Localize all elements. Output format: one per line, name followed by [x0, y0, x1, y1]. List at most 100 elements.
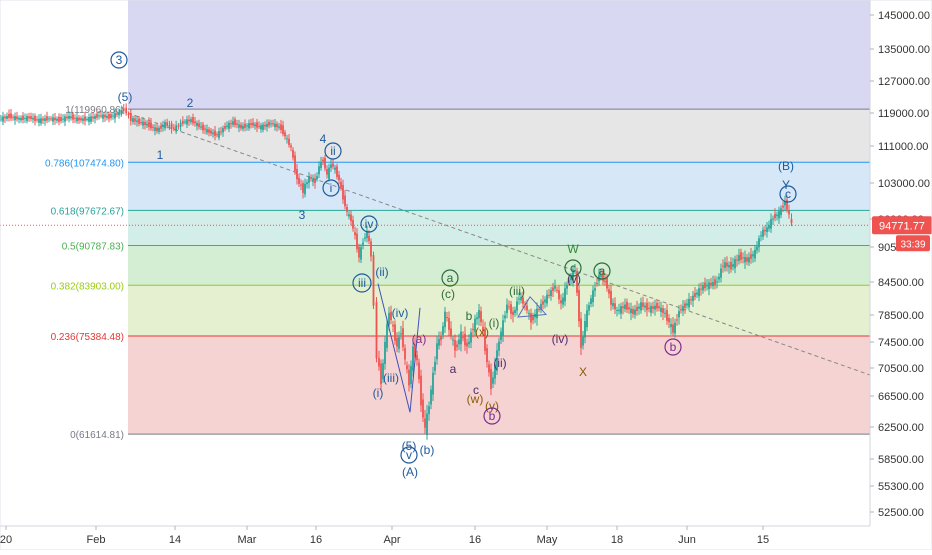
- candle-body: [570, 276, 572, 281]
- candle-body: [680, 309, 682, 311]
- x-tick-label-2: 14: [169, 534, 181, 546]
- candle-body: [758, 238, 760, 248]
- candle-body: [264, 124, 266, 127]
- candle-body: [284, 132, 286, 137]
- x-tick-label-10: 15: [757, 534, 769, 546]
- candle-body: [520, 297, 522, 301]
- price-series: [0, 103, 793, 440]
- candle-body: [660, 307, 662, 312]
- candle-body: [530, 313, 532, 323]
- candle-body: [556, 289, 558, 291]
- wave-label-26: (ii): [493, 356, 506, 370]
- triangle-pattern: [517, 296, 548, 318]
- candle-body: [790, 219, 793, 224]
- fib-zone-1: [128, 109, 870, 163]
- last-price-badge: [872, 216, 932, 235]
- candle-body: [278, 126, 280, 128]
- wave-label-7: i: [330, 181, 333, 195]
- wedge-pattern: [377, 283, 421, 413]
- candle-body: [122, 108, 125, 111]
- candle-body: [56, 118, 58, 121]
- candle-body: [600, 275, 602, 278]
- candle-body: [20, 117, 22, 121]
- candle-body: [472, 328, 474, 330]
- candle-body: [370, 241, 372, 257]
- wave-label-39: Y: [782, 178, 790, 192]
- candle-body: [630, 308, 632, 314]
- wave-label-17: (b): [420, 443, 435, 457]
- x-tick-label-1: Feb: [87, 534, 106, 546]
- wave-label-19: a: [447, 271, 454, 285]
- price-axis[interactable]: 145000.00 135000.00 127000.00 119000.00 1110…: [869, 0, 932, 550]
- candle-body: [508, 306, 510, 308]
- candle-body: [112, 115, 114, 117]
- last-price-marker: 94771.77 33:39: [872, 216, 932, 252]
- candle-body: [312, 178, 314, 182]
- candle-body: [224, 126, 226, 129]
- candle-body: [202, 124, 204, 131]
- candle-body: [154, 127, 156, 131]
- candle-body: [722, 265, 724, 267]
- candle-body: [236, 123, 238, 125]
- wave-label-circle-19: [441, 269, 459, 287]
- candle-body: [314, 178, 316, 184]
- candle-body: [190, 119, 192, 122]
- candle-body: [574, 270, 576, 272]
- candle-body: [136, 120, 138, 123]
- candle-body: [666, 310, 668, 321]
- candle-body: [768, 224, 770, 229]
- candle-body: [514, 309, 516, 314]
- candle-body: [560, 300, 562, 304]
- candle-body: [550, 290, 552, 297]
- candle-body: [592, 290, 594, 303]
- candle-body: [138, 118, 140, 124]
- fib-label-6: 0(61614.81): [70, 430, 124, 441]
- candle-body: [270, 123, 272, 125]
- candle-body: [452, 339, 454, 341]
- candle-body: [412, 346, 414, 371]
- wave-label-32: c: [570, 261, 576, 275]
- wave-label-14: (5): [402, 439, 417, 453]
- y-tick-label-3: 119000.00: [878, 108, 929, 120]
- time-axis[interactable]: 20 Feb 14 Mar 16 Apr 16 May 18 Jun 15: [0, 525, 870, 550]
- candle-body: [740, 252, 742, 260]
- candle-body: [152, 126, 154, 128]
- candle-body: [162, 125, 164, 128]
- candle-body: [274, 123, 276, 128]
- candle-body: [110, 114, 112, 119]
- candle-body: [118, 112, 120, 116]
- candle-body: [304, 183, 306, 195]
- candle-body: [340, 181, 342, 188]
- candle-body: [164, 121, 166, 129]
- candle-body: [750, 254, 752, 259]
- candle-body: [526, 305, 528, 311]
- candle-body: [142, 121, 144, 126]
- candle-body: [488, 364, 490, 373]
- candle-body: [52, 117, 54, 122]
- wave-label-0: 3: [116, 53, 123, 67]
- candle-body: [326, 169, 328, 175]
- candle-body: [296, 168, 298, 180]
- candle-body: [470, 332, 472, 343]
- candle-body: [516, 301, 518, 311]
- candle-body: [474, 318, 476, 332]
- candle-body: [4, 116, 6, 119]
- candle-body: [48, 118, 50, 120]
- y-tick-label-5: 103000.00: [878, 178, 930, 190]
- candle-body: [728, 264, 730, 268]
- candle-body: [44, 118, 46, 122]
- candle-body: [150, 122, 152, 129]
- candle-body: [420, 375, 422, 406]
- candle-body: [500, 331, 502, 340]
- wave-label-28: (w): [467, 392, 484, 406]
- y-tick-label-15: 55300.00: [878, 481, 924, 493]
- candle-body: [324, 157, 326, 169]
- candle-body: [478, 309, 480, 319]
- candle-body: [28, 116, 30, 119]
- candle-body: [682, 306, 684, 312]
- candle-body: [212, 132, 214, 135]
- fib-label-0: 1(119960.86): [65, 105, 124, 116]
- candle-body: [400, 333, 402, 335]
- candle-body: [464, 333, 466, 346]
